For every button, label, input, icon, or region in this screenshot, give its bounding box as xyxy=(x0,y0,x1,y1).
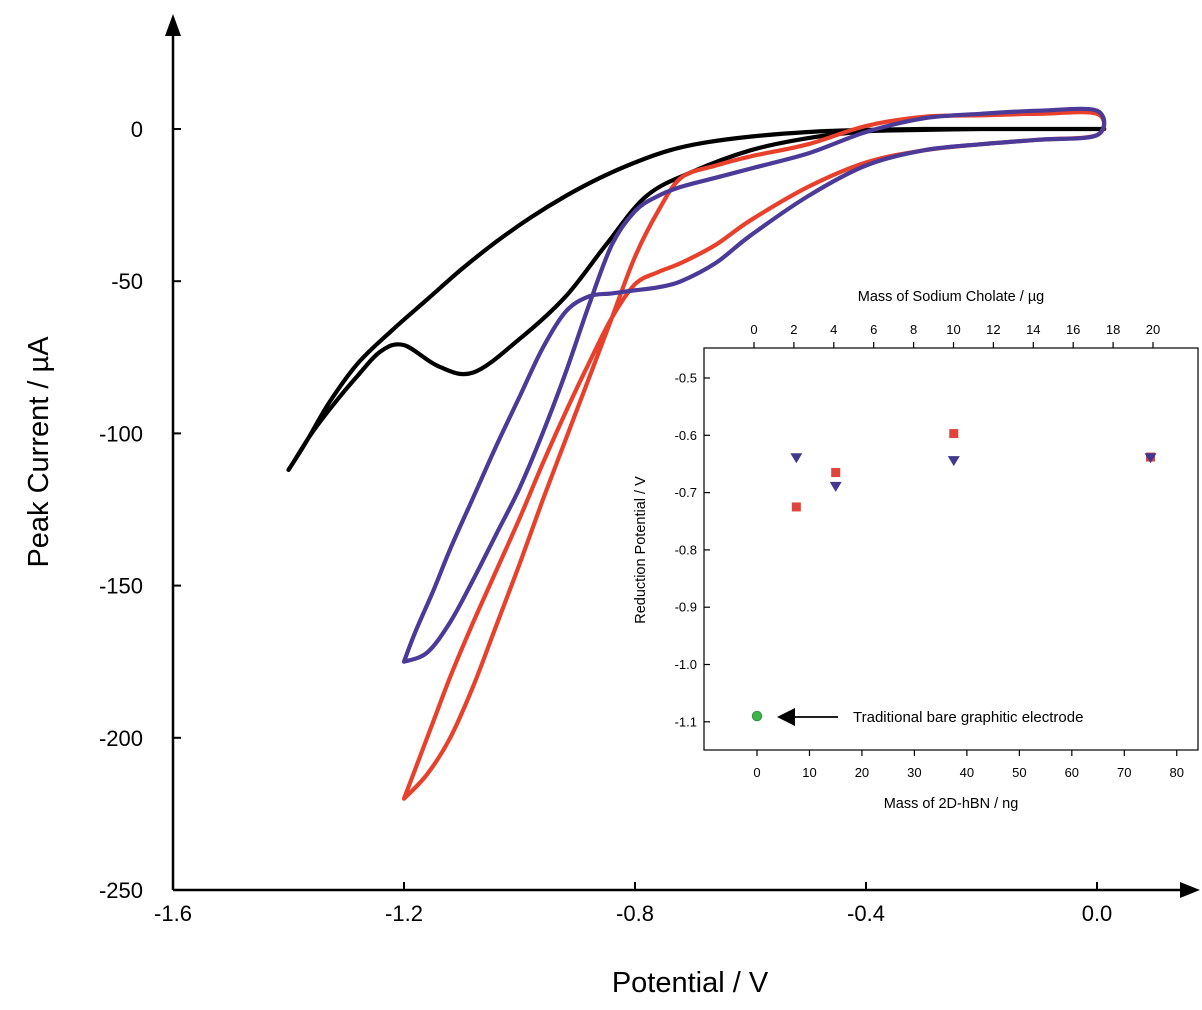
main-y-tick-label: 0 xyxy=(131,117,143,142)
inset-point-series-2 xyxy=(751,710,763,722)
main-x-ticks: -1.6 -1.2 -0.8 -0.4 0.0 xyxy=(154,882,1112,926)
inset-x-tick-label: 10 xyxy=(802,765,816,780)
main-x-axis-label: Potential / V xyxy=(612,967,769,999)
main-x-tick-label: -0.4 xyxy=(847,901,885,926)
inset-x-tick-label: 30 xyxy=(907,765,921,780)
inset-top-x-tick-label: 8 xyxy=(910,322,917,337)
inset-point-series-1 xyxy=(790,453,803,464)
inset-y-tick-label: -1.0 xyxy=(675,657,697,672)
inset-top-x-tick-label: 0 xyxy=(750,322,757,337)
main-y-ticks: 0 -50 -100 -150 -200 -250 xyxy=(99,117,181,903)
y-axis-arrow-icon xyxy=(165,14,181,36)
inset-x-tick-label: 60 xyxy=(1065,765,1079,780)
inset-chart: 0 10 20 30 40 50 60 70 80 0 2 4 6 8 10 12 14 16 18 20 -0.5… xyxy=(633,289,1199,812)
inset-top-x-tick-label: 14 xyxy=(1026,322,1040,337)
inset-top-x-tick-label: 18 xyxy=(1106,322,1120,337)
main-y-tick-label: -150 xyxy=(99,574,143,599)
inset-top-x-tick-label: 10 xyxy=(946,322,960,337)
main-y-tick-label: -200 xyxy=(99,726,143,751)
main-x-tick-label: 0.0 xyxy=(1082,901,1113,926)
inset-point-series-0 xyxy=(791,502,801,512)
inset-x-tick-label: 0 xyxy=(753,765,760,780)
main-y-tick-label: -100 xyxy=(99,421,143,446)
main-axes xyxy=(165,14,1200,898)
main-y-axis-label: Peak Current / µA xyxy=(23,336,55,568)
inset-x-tick-label: 50 xyxy=(1012,765,1026,780)
inset-point-series-1 xyxy=(947,456,960,467)
inset-y-axis-label: Reduction Potential / V xyxy=(633,476,649,624)
inset-top-x-tick-label: 4 xyxy=(830,322,837,337)
inset-y-ticks: -0.5 -0.6 -0.7 -0.8 -0.9 -1.0 -1.1 xyxy=(675,371,710,729)
inset-point-series-1 xyxy=(1144,453,1157,464)
inset-y-tick-label: -0.5 xyxy=(675,371,697,386)
inset-x-tick-label: 40 xyxy=(960,765,974,780)
inset-point-series-0 xyxy=(831,468,841,478)
inset-y-tick-label: -1.1 xyxy=(675,714,697,729)
inset-x-axis-label: Mass of 2D-hBN / ng xyxy=(884,796,1019,812)
inset-top-x-tick-label: 12 xyxy=(986,322,1000,337)
inset-point-series-1 xyxy=(829,481,842,492)
inset-x-tick-label: 20 xyxy=(855,765,869,780)
inset-top-x-tick-label: 16 xyxy=(1066,322,1080,337)
inset-x-tick-label: 80 xyxy=(1170,765,1184,780)
inset-points-group xyxy=(751,429,1157,722)
annotation-text: Traditional bare graphitic electrode xyxy=(853,709,1083,726)
inset-y-tick-label: -0.7 xyxy=(675,485,697,500)
inset-x-tick-label: 70 xyxy=(1117,765,1131,780)
main-x-tick-label: -1.6 xyxy=(154,901,192,926)
inset-point-series-0 xyxy=(949,429,959,439)
inset-y-tick-label: -0.9 xyxy=(675,600,697,615)
inset-y-tick-label: -0.6 xyxy=(675,428,697,443)
main-series-line-2 xyxy=(401,106,1107,664)
main-x-tick-label: -0.8 xyxy=(616,901,654,926)
inset-frame xyxy=(703,347,1199,751)
inset-x-ticks: 0 10 20 30 40 50 60 70 80 xyxy=(753,750,1184,780)
inset-top-x-tick-label: 6 xyxy=(870,322,877,337)
x-axis-arrow-icon xyxy=(1180,882,1200,898)
main-y-tick-label: -250 xyxy=(99,878,143,903)
inset-top-x-axis-label: Mass of Sodium Cholate / µg xyxy=(858,289,1044,305)
main-x-tick-label: -1.2 xyxy=(385,901,423,926)
inset-y-tick-label: -0.8 xyxy=(675,542,697,557)
inset-top-x-ticks: 0 2 4 6 8 10 12 14 16 18 20 xyxy=(750,322,1160,348)
main-y-tick-label: -50 xyxy=(111,269,143,294)
inset-top-x-tick-label: 2 xyxy=(790,322,797,337)
inset-top-x-tick-label: 20 xyxy=(1146,322,1160,337)
main-series-group xyxy=(286,106,1107,801)
